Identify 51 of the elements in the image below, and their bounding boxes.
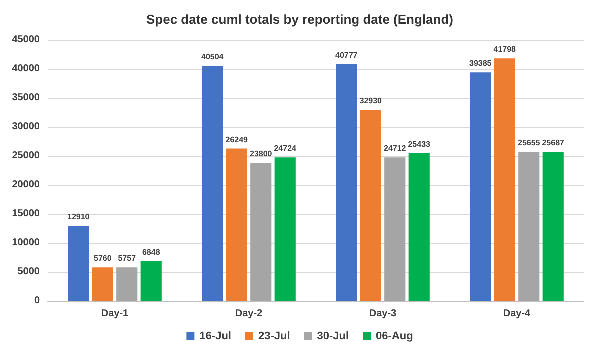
bar — [360, 110, 382, 301]
bar — [494, 58, 516, 301]
legend-label: 30-Jul — [317, 330, 350, 342]
y-tick-label: 15000 — [12, 208, 40, 220]
y-tick-label: 10000 — [12, 238, 40, 248]
data-label: 25433 — [408, 140, 432, 149]
legend-label: 16-Jul — [200, 330, 232, 342]
data-label: 26249 — [226, 135, 249, 144]
data-label: 12910 — [68, 212, 90, 222]
data-label: 5760 — [94, 254, 112, 264]
bar — [140, 261, 162, 301]
data-label: 41798 — [494, 45, 517, 54]
bar — [384, 158, 406, 301]
bar — [116, 268, 138, 301]
data-label: 40504 — [202, 52, 224, 62]
data-label: 24724 — [274, 144, 298, 154]
y-tick-label: 35000 — [12, 92, 40, 104]
legend-label: 23-Jul — [258, 330, 290, 342]
data-label: 40777 — [336, 50, 358, 60]
data-label: 24712 — [384, 144, 407, 154]
bar — [470, 72, 492, 301]
y-tick-label: 5000 — [18, 266, 40, 278]
data-label: 25687 — [542, 138, 566, 148]
bar — [518, 152, 540, 301]
x-tick-label: Day-2 — [235, 308, 264, 320]
y-tick-label: 25000 — [12, 150, 40, 162]
bar — [336, 64, 358, 301]
bar — [92, 268, 114, 301]
bar — [68, 226, 90, 301]
chart-title: Spec date cuml totals by reporting date (England) — [146, 12, 454, 27]
bar — [226, 148, 248, 301]
legend-label: 06-Aug — [376, 330, 414, 342]
y-tick-label: 30000 — [12, 122, 40, 132]
data-label: 5757 — [118, 254, 137, 264]
x-tick-label: Day-1 — [101, 308, 130, 320]
data-label: 39385 — [470, 59, 492, 68]
data-label: 23800 — [250, 149, 273, 158]
x-tick-label: Day-3 — [369, 308, 398, 320]
data-label: 6848 — [142, 248, 161, 257]
bar — [408, 153, 430, 301]
y-tick-label: 0 — [34, 296, 40, 306]
y-tick-label: 20000 — [12, 180, 40, 190]
bar — [542, 152, 564, 301]
bar — [250, 162, 272, 301]
data-label: 32930 — [360, 96, 383, 106]
data-label: 25655 — [518, 138, 541, 148]
x-tick-label: Day-4 — [503, 308, 532, 320]
bar — [202, 66, 224, 301]
y-tick-label: 40000 — [12, 64, 40, 74]
y-tick-label: 45000 — [12, 34, 40, 46]
bar — [274, 158, 296, 301]
